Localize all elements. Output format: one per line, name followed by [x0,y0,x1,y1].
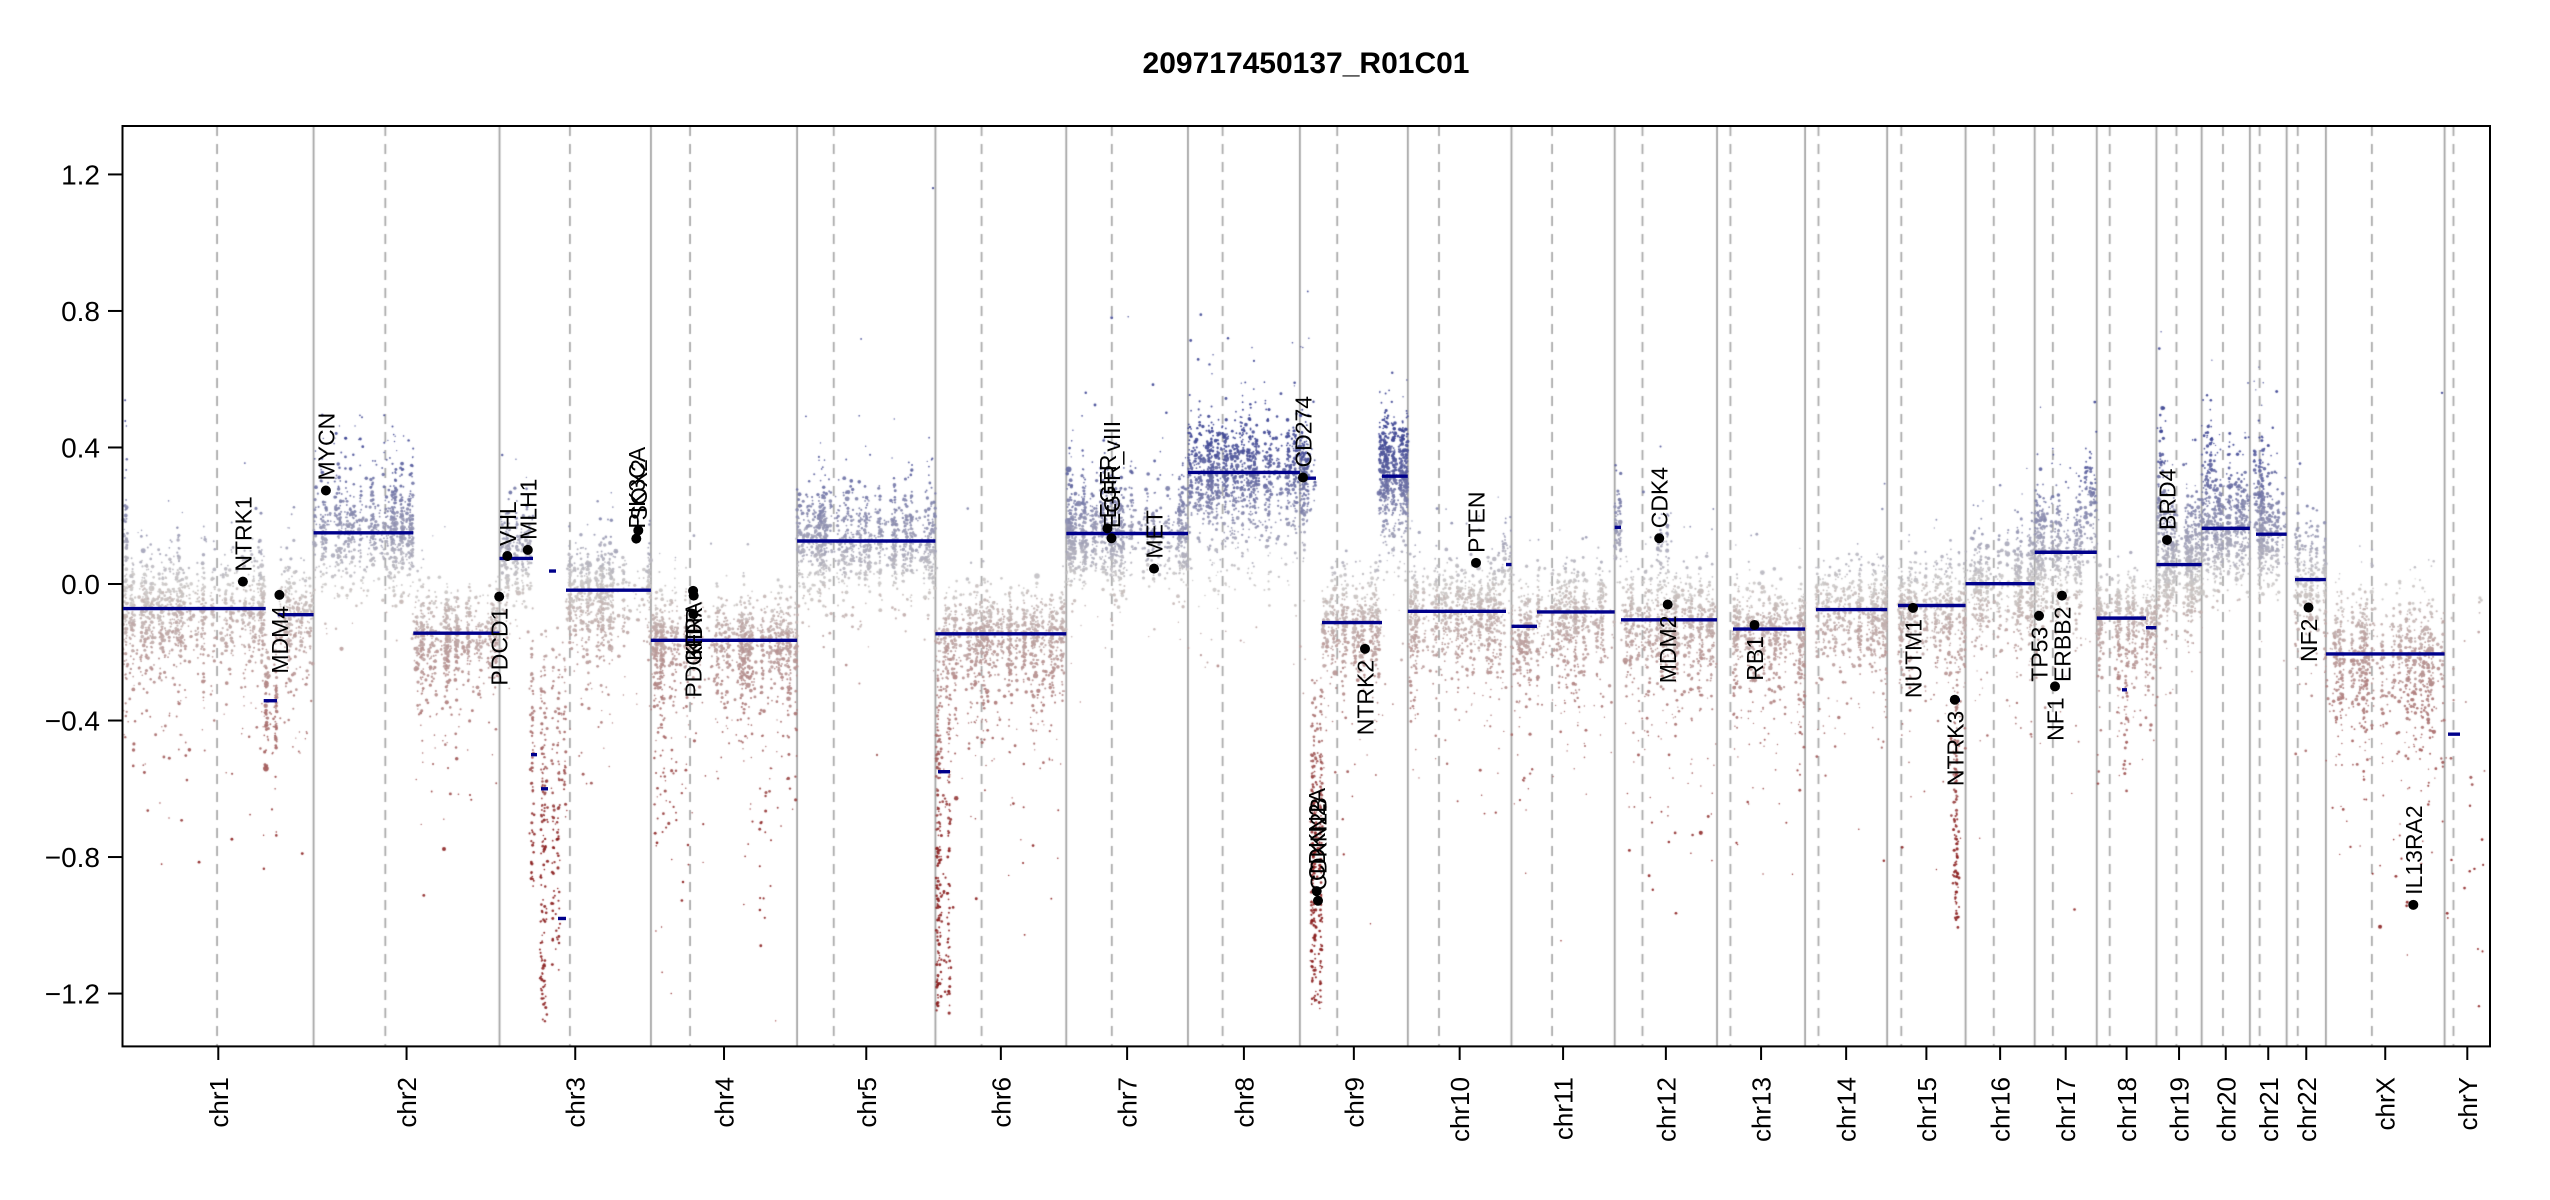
svg-text:CDKN2A: CDKN2A [1304,787,1330,881]
svg-text:PTEN: PTEN [1464,491,1490,552]
svg-text:VHL: VHL [495,501,521,546]
svg-text:chr14: chr14 [1832,1077,1862,1142]
svg-text:TP53: TP53 [2027,627,2053,682]
svg-text:CD274: CD274 [1291,396,1317,468]
svg-text:1.2: 1.2 [61,159,100,190]
svg-text:chr3: chr3 [561,1077,591,1128]
svg-text:CDK4: CDK4 [1647,467,1673,529]
svg-text:SOX2: SOX2 [626,459,652,520]
svg-text:chr2: chr2 [392,1077,422,1128]
svg-text:−0.8: −0.8 [45,842,100,873]
svg-text:BRD4: BRD4 [2155,468,2181,530]
svg-text:−1.2: −1.2 [45,979,100,1010]
svg-text:NTRK2: NTRK2 [1353,660,1379,735]
svg-text:209717450137_R01C01: 209717450137_R01C01 [1143,47,1470,80]
svg-text:chr4: chr4 [710,1077,740,1128]
svg-text:chr9: chr9 [1339,1077,1369,1128]
svg-text:0.8: 0.8 [61,296,100,327]
svg-text:chr1: chr1 [204,1077,234,1128]
svg-text:chr20: chr20 [2211,1077,2241,1142]
svg-text:chr12: chr12 [1651,1077,1681,1142]
svg-text:chr22: chr22 [2292,1077,2322,1142]
svg-text:EGFR: EGFR [1095,454,1121,518]
svg-text:chr15: chr15 [1912,1077,1942,1142]
svg-text:NTRK3: NTRK3 [1942,711,1968,786]
svg-text:MYCN: MYCN [313,413,339,481]
svg-text:MET: MET [1142,510,1168,559]
svg-text:0.4: 0.4 [61,432,100,463]
svg-text:chrX: chrX [2371,1077,2401,1130]
svg-text:MLH1: MLH1 [515,479,541,540]
svg-text:EGFR_vIII: EGFR_vIII [1099,421,1125,528]
svg-text:CDKN2B: CDKN2B [1306,797,1332,890]
svg-text:KIT: KIT [681,625,707,661]
svg-text:MDM4: MDM4 [267,606,293,674]
svg-text:IL13RA2: IL13RA2 [2401,805,2427,895]
svg-text:chr13: chr13 [1747,1077,1777,1142]
svg-text:NTRK1: NTRK1 [230,496,256,571]
svg-text:chr7: chr7 [1113,1077,1143,1128]
svg-text:PIK3CA: PIK3CA [624,446,650,528]
svg-text:chr18: chr18 [2112,1077,2142,1142]
svg-text:NF2: NF2 [2296,619,2322,662]
svg-text:KDR: KDR [681,607,707,656]
svg-text:chr6: chr6 [986,1077,1016,1128]
svg-text:MDM2: MDM2 [1655,615,1681,683]
svg-text:NF1: NF1 [2043,697,2069,740]
svg-text:0.0: 0.0 [61,569,100,600]
svg-text:chr21: chr21 [2254,1077,2284,1142]
svg-text:RB1: RB1 [1742,636,1768,681]
svg-text:chr16: chr16 [1986,1077,2016,1142]
svg-text:NUTM1: NUTM1 [1901,619,1927,698]
svg-text:ERBB2: ERBB2 [2050,607,2076,682]
svg-text:chr5: chr5 [852,1077,882,1128]
svg-text:chr11: chr11 [1549,1077,1579,1140]
svg-text:chr8: chr8 [1229,1077,1259,1128]
svg-text:chrY: chrY [2453,1077,2483,1130]
svg-text:chr19: chr19 [2165,1077,2195,1142]
svg-text:−0.4: −0.4 [45,706,100,737]
svg-text:chr10: chr10 [1445,1077,1475,1142]
svg-text:chr17: chr17 [2051,1077,2081,1142]
svg-text:PDCD1: PDCD1 [487,608,513,686]
